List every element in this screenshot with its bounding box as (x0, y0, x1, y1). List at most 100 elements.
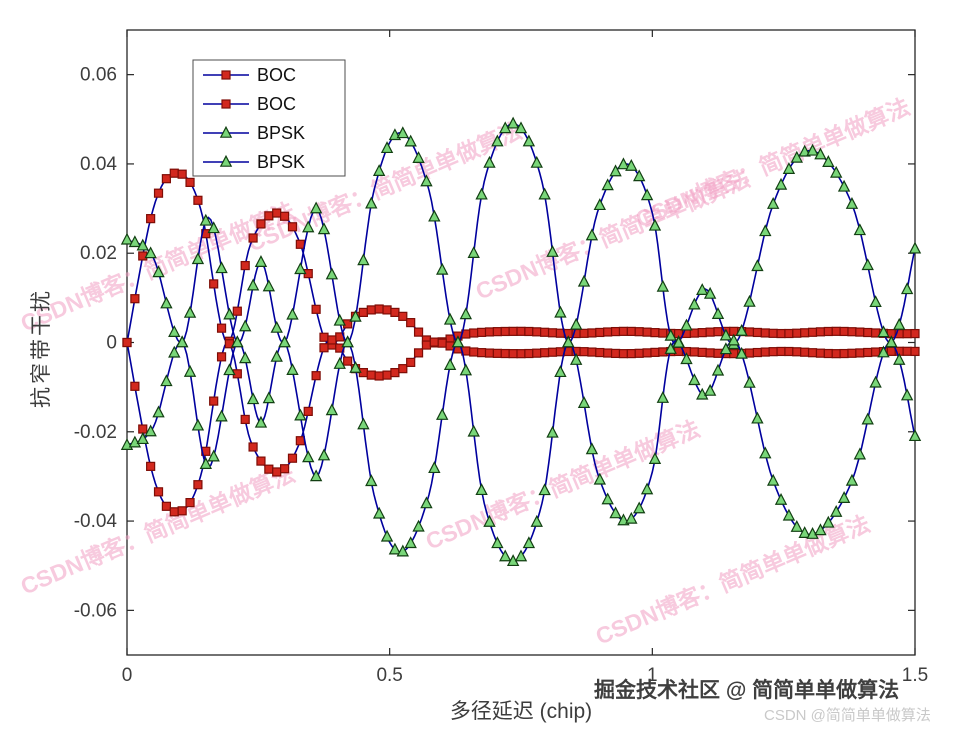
juejin-attribution: 掘金技术社区 @ 简简单单做算法 (594, 679, 900, 702)
triangle-marker (585, 442, 599, 455)
square-marker (595, 327, 605, 338)
triangle-marker (656, 279, 670, 292)
square-marker (540, 327, 550, 337)
triangle-marker (294, 262, 307, 275)
axes: 0 0.5 1 1.5 -0.06 -0.04 -0.02 0 0.02 0.04 0.06 (74, 29, 928, 686)
square-marker (532, 327, 542, 337)
triangle-marker (672, 335, 685, 348)
triangle-marker (128, 235, 142, 248)
square-marker (177, 506, 187, 516)
square-marker (382, 305, 392, 315)
triangle-marker (270, 320, 283, 333)
square-marker (500, 348, 510, 359)
triangle-marker (341, 335, 354, 348)
triangle-marker (593, 472, 606, 485)
triangle-marker (120, 232, 134, 245)
triangle-marker (239, 319, 252, 332)
square-marker (524, 348, 534, 359)
square-marker (406, 357, 416, 367)
square-marker (532, 348, 542, 358)
square-marker (705, 348, 715, 358)
triangle-marker (207, 221, 220, 234)
triangle-marker (806, 527, 819, 539)
triangle-marker (215, 409, 228, 422)
triangle-marker (420, 496, 433, 509)
triangle-marker (625, 511, 638, 524)
square-marker (221, 99, 231, 109)
triangle-marker (530, 514, 543, 527)
square-marker (634, 327, 644, 337)
triangle-marker (317, 222, 331, 235)
square-marker (910, 328, 920, 339)
triangle-marker (514, 121, 528, 134)
triangle-marker (640, 188, 654, 201)
triangle-marker (175, 335, 189, 348)
square-marker (855, 348, 865, 358)
square-marker (547, 347, 558, 357)
triangle-marker (262, 279, 276, 292)
square-marker (713, 327, 723, 337)
triangle-marker (436, 262, 449, 275)
square-marker (138, 251, 148, 261)
triangle-marker (640, 482, 654, 495)
triangle-marker (837, 491, 851, 503)
square-marker (768, 347, 778, 357)
square-marker (484, 348, 495, 358)
square-marker (398, 311, 408, 321)
triangle-marker (798, 526, 811, 539)
square-marker (413, 327, 424, 337)
triangle-marker (633, 169, 646, 182)
y-tick-label: 0.06 (80, 65, 117, 86)
triangle-marker (286, 363, 299, 375)
triangle-marker (317, 448, 331, 461)
triangle-marker (380, 529, 394, 542)
triangle-marker (735, 323, 748, 336)
square-marker (477, 348, 487, 358)
square-marker (508, 326, 518, 336)
square-marker (406, 318, 416, 328)
triangle-marker (160, 296, 173, 309)
square-marker (658, 328, 668, 338)
square-marker (792, 328, 802, 338)
triangle-marker (885, 335, 898, 348)
triangle-marker (877, 325, 890, 338)
triangle-marker (152, 265, 165, 278)
triangle-marker (412, 151, 425, 163)
triangle-marker (743, 375, 756, 388)
square-marker (579, 347, 589, 357)
triangle-marker (577, 396, 591, 408)
triangle-marker (688, 373, 701, 386)
triangle-marker (538, 187, 551, 200)
triangle-marker (625, 158, 638, 171)
triangle-marker (168, 325, 181, 337)
triangle-marker (790, 150, 803, 163)
triangle-marker (853, 447, 867, 460)
triangle-marker (664, 341, 677, 354)
triangle-marker (719, 342, 733, 355)
triangle-marker (254, 255, 268, 267)
triangle-marker (893, 317, 906, 330)
square-marker (540, 348, 550, 358)
square-marker (768, 328, 778, 338)
triangle-marker (806, 143, 819, 156)
triangle-marker (219, 154, 233, 167)
triangle-marker (404, 536, 417, 549)
square-marker (398, 364, 408, 374)
triangle-marker (845, 473, 859, 486)
square-marker (618, 349, 629, 359)
square-marker (492, 327, 502, 337)
triangle-marker (648, 218, 662, 231)
triangle-marker (837, 179, 851, 192)
triangle-marker (703, 383, 717, 396)
triangle-marker (569, 353, 583, 365)
square-marker (130, 381, 140, 391)
square-marker (374, 304, 384, 314)
triangle-marker (900, 388, 914, 401)
square-marker (169, 168, 179, 178)
triangle-marker (223, 307, 236, 320)
triangle-marker (191, 418, 205, 431)
triangle-marker (333, 357, 346, 369)
triangle-marker (688, 297, 701, 310)
triangle-marker (333, 313, 346, 326)
